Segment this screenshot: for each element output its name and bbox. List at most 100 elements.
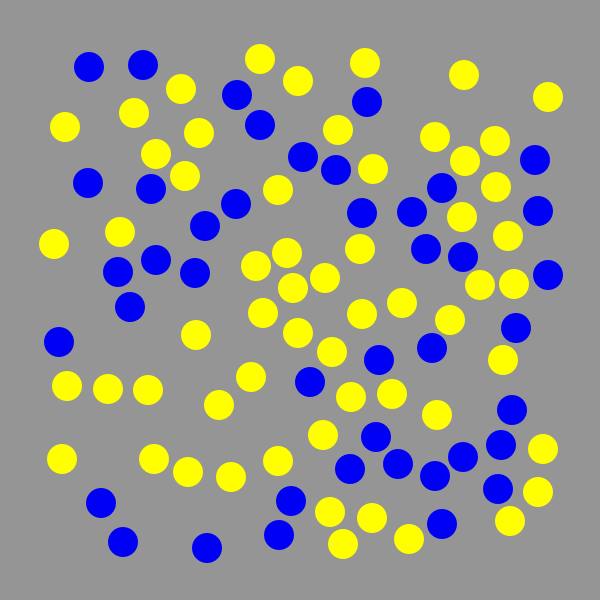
blue-dots bbox=[44, 50, 563, 563]
yellow-dot bbox=[263, 446, 293, 476]
yellow-dot bbox=[184, 118, 214, 148]
yellow-dot bbox=[499, 269, 529, 299]
yellow-dot bbox=[420, 122, 450, 152]
yellow-dot bbox=[141, 139, 171, 169]
yellow-dot bbox=[308, 420, 338, 450]
yellow-dot bbox=[263, 175, 293, 205]
blue-dot bbox=[497, 395, 527, 425]
yellow-dot bbox=[170, 161, 200, 191]
yellow-dot bbox=[350, 48, 380, 78]
yellow-dot bbox=[317, 337, 347, 367]
blue-dot bbox=[295, 367, 325, 397]
yellow-dot bbox=[345, 234, 375, 264]
blue-dot bbox=[73, 168, 103, 198]
blue-dot bbox=[44, 327, 74, 357]
blue-dot bbox=[221, 189, 251, 219]
yellow-dot bbox=[450, 146, 480, 176]
blue-dot bbox=[448, 242, 478, 272]
yellow-dot bbox=[241, 251, 271, 281]
yellow-dot bbox=[480, 126, 510, 156]
yellow-dot bbox=[278, 273, 308, 303]
yellow-dot bbox=[435, 305, 465, 335]
blue-dot bbox=[86, 488, 116, 518]
blue-dot bbox=[128, 50, 158, 80]
blue-dot bbox=[361, 422, 391, 452]
yellow-dot bbox=[283, 318, 313, 348]
blue-dot bbox=[520, 145, 550, 175]
yellow-dot bbox=[216, 462, 246, 492]
yellow-dot bbox=[139, 444, 169, 474]
yellow-dot bbox=[133, 375, 163, 405]
blue-dot bbox=[245, 110, 275, 140]
blue-dot bbox=[523, 196, 553, 226]
yellow-dot bbox=[488, 345, 518, 375]
blue-dot bbox=[136, 174, 166, 204]
yellow-dot bbox=[52, 371, 82, 401]
blue-dot bbox=[192, 533, 222, 563]
blue-dot bbox=[347, 198, 377, 228]
yellow-dot bbox=[528, 434, 558, 464]
yellow-dot bbox=[495, 506, 525, 536]
blue-dot bbox=[288, 142, 318, 172]
blue-dot bbox=[397, 197, 427, 227]
blue-dot bbox=[501, 313, 531, 343]
blue-dot bbox=[352, 87, 382, 117]
yellow-dot bbox=[394, 524, 424, 554]
yellow-dot bbox=[493, 221, 523, 251]
yellow-dot bbox=[272, 238, 302, 268]
blue-dot bbox=[417, 333, 447, 363]
yellow-dot bbox=[533, 82, 563, 112]
yellow-dot bbox=[310, 263, 340, 293]
yellow-dot bbox=[248, 298, 278, 328]
yellow-dot bbox=[357, 503, 387, 533]
blue-dot bbox=[486, 430, 516, 460]
blue-dot bbox=[74, 52, 104, 82]
blue-dot bbox=[141, 245, 171, 275]
blue-dot bbox=[321, 155, 351, 185]
blue-dot bbox=[420, 461, 450, 491]
yellow-dot bbox=[47, 444, 77, 474]
yellow-dot bbox=[523, 477, 553, 507]
blue-dot bbox=[411, 234, 441, 264]
yellow-dot bbox=[50, 112, 80, 142]
yellow-dot bbox=[105, 217, 135, 247]
blue-dot bbox=[533, 260, 563, 290]
yellow-dot bbox=[336, 382, 366, 412]
yellow-dot bbox=[449, 60, 479, 90]
blue-dot bbox=[264, 520, 294, 550]
yellow-dot bbox=[245, 44, 275, 74]
yellow-dot bbox=[387, 288, 417, 318]
yellow-dot bbox=[173, 457, 203, 487]
yellow-dot bbox=[93, 374, 123, 404]
blue-dot bbox=[115, 292, 145, 322]
blue-dot bbox=[180, 258, 210, 288]
blue-dot bbox=[103, 257, 133, 287]
yellow-dot bbox=[39, 229, 69, 259]
yellow-dot bbox=[422, 400, 452, 430]
blue-dot bbox=[383, 449, 413, 479]
blue-dot bbox=[483, 474, 513, 504]
yellow-dot bbox=[377, 379, 407, 409]
blue-dot bbox=[427, 173, 457, 203]
blue-dot bbox=[335, 454, 365, 484]
yellow-dot bbox=[465, 270, 495, 300]
blue-dot bbox=[276, 486, 306, 516]
blue-dot bbox=[222, 80, 252, 110]
blue-dot bbox=[108, 527, 138, 557]
yellow-dot bbox=[204, 390, 234, 420]
yellow-dot bbox=[481, 172, 511, 202]
blue-dot bbox=[190, 211, 220, 241]
yellow-dot bbox=[283, 66, 313, 96]
yellow-dot bbox=[347, 299, 377, 329]
yellow-dot bbox=[119, 98, 149, 128]
blue-dot bbox=[364, 345, 394, 375]
blue-dot bbox=[448, 442, 478, 472]
yellow-dot bbox=[166, 74, 196, 104]
yellow-dot bbox=[181, 320, 211, 350]
yellow-dot bbox=[447, 202, 477, 232]
yellow-dot bbox=[358, 154, 388, 184]
yellow-dot bbox=[328, 529, 358, 559]
yellow-dot bbox=[236, 362, 266, 392]
blue-dot bbox=[427, 509, 457, 539]
